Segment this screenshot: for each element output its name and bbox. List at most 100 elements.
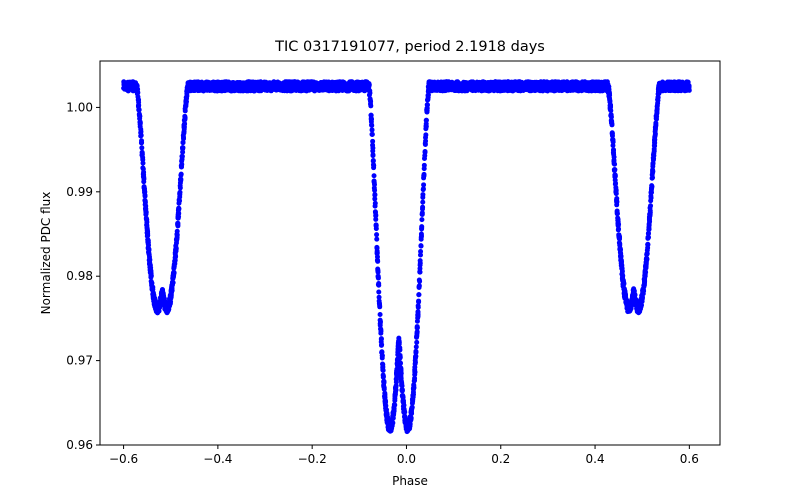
data-point (399, 382, 405, 388)
data-point (406, 426, 412, 432)
data-point (181, 134, 186, 140)
x-axis-label: Phase (392, 474, 428, 488)
data-point (377, 304, 383, 310)
data-point (414, 318, 420, 324)
data-point (631, 287, 637, 293)
data-point (177, 192, 183, 198)
data-point (182, 113, 188, 119)
data-point (135, 90, 141, 96)
data-point (168, 294, 174, 300)
data-point (141, 169, 147, 175)
data-point (374, 245, 380, 251)
data-point (652, 127, 658, 133)
data-point (615, 220, 621, 226)
data-point (148, 270, 154, 276)
axes: −0.6 −0.4 −0.2 0.0 0.2 0.4 0.6 0.96 0.97 0.98 0.99… (66, 60, 721, 466)
data-point (611, 147, 616, 153)
data-point (401, 398, 406, 404)
data-point (645, 235, 651, 241)
data-point (184, 87, 190, 93)
data-point (177, 185, 183, 191)
data-point (378, 328, 384, 334)
data-point (648, 203, 654, 209)
data-point (171, 265, 177, 271)
data-point (612, 173, 618, 179)
data-point (185, 83, 191, 89)
data-point (611, 168, 617, 174)
data-point (136, 99, 142, 105)
data-point (376, 289, 382, 295)
x-tick-label: −0.4 (203, 452, 232, 466)
data-point (686, 87, 692, 93)
data-point (142, 202, 148, 208)
data-point (616, 226, 622, 232)
data-point (421, 171, 427, 177)
data-point (643, 269, 649, 275)
data-point (650, 163, 656, 169)
data-point (621, 281, 627, 287)
data-point (381, 382, 387, 388)
data-point (650, 168, 656, 174)
data-point (384, 410, 390, 416)
data-point (420, 192, 426, 198)
data-point (619, 271, 625, 277)
data-point (610, 137, 616, 143)
data-point (151, 293, 157, 299)
y-tick-label: 0.96 (66, 438, 93, 452)
data-point (656, 90, 662, 96)
data-point (152, 304, 158, 310)
data-point (171, 273, 177, 279)
data-point (372, 192, 378, 198)
data-point (373, 222, 379, 228)
data-point (416, 283, 422, 289)
data-point (420, 199, 426, 205)
y-tick-label: 0.98 (66, 269, 93, 283)
data-point (647, 208, 653, 214)
data-point (143, 216, 149, 222)
data-point (146, 257, 152, 263)
data-point (426, 86, 432, 92)
data-point (656, 83, 662, 89)
data-point (423, 135, 429, 141)
data-point (169, 285, 175, 291)
data-point (409, 411, 415, 417)
data-point (417, 252, 423, 258)
data-point (177, 198, 183, 204)
data-point (367, 90, 373, 96)
data-point (401, 408, 407, 414)
data-point (375, 257, 381, 263)
x-tick-label: 0.2 (491, 452, 510, 466)
data-point (145, 229, 151, 235)
data-point (416, 292, 422, 298)
data-point (644, 256, 650, 262)
data-point (418, 243, 424, 249)
data-point (392, 389, 398, 395)
data-point (609, 130, 615, 136)
y-tick-label: 0.99 (66, 185, 93, 199)
data-point (648, 190, 654, 196)
x-tick-label: 0.0 (397, 452, 416, 466)
data-point (423, 117, 429, 123)
data-point (423, 124, 429, 130)
data-point (617, 247, 623, 253)
data-point (633, 297, 639, 303)
data-point (654, 110, 660, 116)
data-point (419, 210, 425, 216)
data-point (413, 354, 419, 360)
data-point (375, 273, 381, 279)
data-point (412, 369, 418, 375)
data-point (184, 91, 190, 97)
data-point (401, 402, 407, 408)
data-point (392, 393, 398, 399)
data-point (399, 388, 405, 394)
data-point (376, 294, 382, 300)
data-point (149, 286, 155, 292)
data-point (141, 186, 147, 192)
data-point (650, 175, 656, 181)
data-point (613, 184, 619, 190)
data-point (133, 85, 139, 91)
data-point (381, 378, 387, 384)
data-point (167, 302, 173, 308)
